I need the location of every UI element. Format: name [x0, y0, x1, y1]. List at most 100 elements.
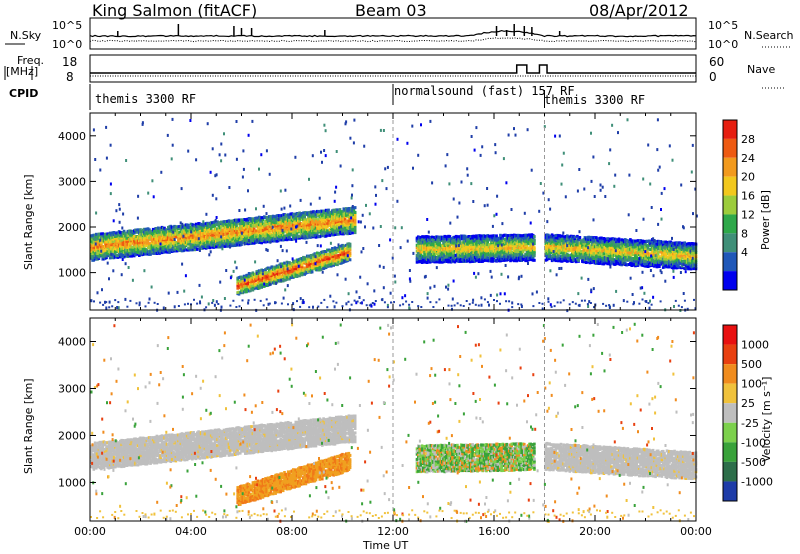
power-cell — [324, 208, 328, 212]
power-cell — [194, 235, 198, 239]
power-cell — [196, 247, 199, 251]
power-cell — [274, 234, 277, 238]
power-cell — [254, 284, 257, 288]
power-cell — [242, 223, 246, 227]
power-cell — [329, 264, 333, 268]
power-cell — [533, 235, 536, 239]
power-cell — [321, 265, 324, 268]
power-cell — [124, 254, 127, 258]
power-cell — [261, 218, 265, 222]
power-cell — [97, 255, 101, 259]
power-cell — [324, 228, 328, 232]
power-cell — [321, 220, 324, 224]
power-cell — [255, 240, 258, 244]
power-cell — [284, 220, 287, 224]
power-cell — [247, 242, 251, 246]
power-cell — [249, 289, 252, 293]
power-cell — [289, 231, 293, 235]
power-cell — [353, 231, 357, 235]
power-cell — [298, 236, 301, 240]
power-cell — [288, 235, 291, 239]
power-cell — [298, 272, 301, 276]
power-cell — [300, 228, 304, 232]
power-cell — [602, 252, 606, 256]
power-cell — [334, 256, 338, 260]
power-heatmap-cells — [90, 117, 698, 313]
power-cell — [329, 212, 333, 216]
power-cell — [193, 228, 197, 232]
power-cell — [100, 241, 103, 245]
power-cell — [100, 232, 103, 236]
power-cell — [348, 252, 352, 255]
power-cell — [326, 225, 329, 229]
power-cell — [636, 239, 640, 243]
power-cell — [323, 231, 327, 235]
power-cell — [144, 240, 147, 244]
power-cell — [100, 237, 103, 241]
power-cell — [329, 250, 333, 254]
power-cell — [290, 274, 294, 278]
power-cell — [132, 231, 136, 235]
power-cell — [353, 206, 357, 210]
power-cell — [187, 223, 190, 227]
power-cell — [209, 232, 213, 236]
power-cell — [600, 236, 603, 240]
power-cell — [351, 213, 354, 217]
power-cell — [271, 267, 275, 271]
power-cell — [321, 234, 324, 237]
cpid-segment-2: normalsound (fast) 157 RF — [394, 84, 575, 98]
power-cell — [298, 211, 301, 215]
power-cell — [298, 270, 301, 274]
power-cell — [334, 230, 338, 234]
power-cell — [300, 267, 304, 271]
power-cell — [351, 223, 354, 227]
power-cell — [281, 232, 285, 236]
power-cell — [310, 266, 314, 270]
power-cell — [271, 220, 275, 224]
power-cell — [126, 242, 130, 246]
power-cell — [274, 231, 277, 234]
power-cell — [573, 235, 577, 239]
power-cell — [298, 220, 301, 224]
power-cell — [131, 247, 135, 251]
power-cell — [245, 290, 248, 294]
power-cell — [353, 220, 357, 224]
power-cell — [298, 213, 301, 217]
power-cell — [322, 209, 325, 213]
power-cell — [324, 253, 328, 257]
power-cell — [324, 219, 328, 223]
power-cell — [300, 269, 304, 273]
power-cell — [268, 274, 271, 278]
power-cell — [328, 233, 332, 237]
power-cell — [164, 248, 168, 252]
power-cell — [281, 226, 285, 230]
power-cell — [300, 215, 304, 219]
power-cell — [284, 215, 287, 219]
power-cell — [116, 234, 120, 238]
power-cell — [322, 216, 325, 219]
power-cell — [102, 255, 106, 259]
power-cell — [499, 233, 502, 237]
power-cell — [281, 218, 285, 222]
power-cell — [298, 229, 301, 233]
power-cell — [175, 229, 179, 233]
power-cell — [192, 244, 195, 247]
power-cell — [276, 229, 280, 232]
power-cell — [617, 237, 621, 241]
power-cell — [305, 231, 309, 235]
power-cell — [215, 223, 218, 227]
power-cell — [154, 241, 157, 245]
power-cell — [299, 232, 303, 236]
power-cell — [131, 233, 135, 237]
power-cell — [265, 282, 269, 285]
date-title: 08/Apr/2012 — [589, 1, 689, 20]
power-cell — [194, 222, 198, 226]
power-cell — [270, 279, 274, 283]
power-cell — [240, 243, 243, 246]
power-cell — [284, 213, 287, 217]
power-cell — [268, 268, 271, 272]
power-cell — [126, 248, 130, 252]
power-cell — [346, 232, 349, 236]
power-cell — [274, 271, 277, 275]
nsearch-series-line — [89, 37, 696, 43]
